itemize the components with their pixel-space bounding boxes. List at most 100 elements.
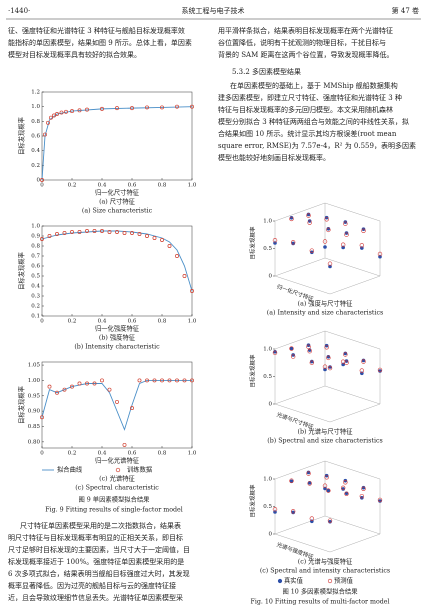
data-point [55, 390, 59, 395]
data-point [115, 230, 119, 234]
text-line: 模型对目标发现概率具有较好的拟合效果。 [8, 50, 141, 59]
data-point [40, 415, 44, 420]
data-point [309, 516, 315, 521]
text-line: square error, RMSE)为 7.57e-4，R² 为 0.559，… [218, 141, 416, 150]
data-point [152, 236, 157, 240]
text-line: 在单因素模型的基础上，基于 MMShip 舰船数据集构 [230, 81, 398, 90]
plot-frame [41, 225, 193, 317]
fit-curve [41, 230, 193, 292]
volume: 第 47 卷 [392, 6, 419, 15]
y-tick-label: 0.95 [28, 393, 41, 399]
data-point [343, 221, 348, 226]
data-point [70, 109, 74, 114]
x-tick-label: 0.8 [158, 319, 167, 325]
plot-frame [41, 91, 193, 181]
text-line: 背景的 SAM 距离在这两个谷位置，导致发现概率降低。 [218, 50, 393, 59]
z-tick-label: 0.5 [263, 374, 272, 380]
y-axis-label: 目标发现概率 [17, 252, 26, 290]
subfigure-caption-en: (b) Spectral and size characteristics [267, 438, 382, 445]
data-point [322, 239, 328, 244]
data-point [377, 367, 383, 373]
y-tick-label: 0.90 [28, 409, 41, 415]
z-tick-label: 1.0 [263, 477, 272, 483]
data-point [175, 104, 179, 109]
x-tick-label: 0 [40, 183, 44, 189]
x-tick-label: 0.6 [128, 183, 137, 189]
data-point [307, 349, 312, 354]
journal-name: 系统工程与电子技术 [182, 6, 245, 15]
z-tick-label: 0.5 [263, 246, 272, 252]
data-point [361, 486, 366, 491]
data-point [344, 360, 349, 365]
data-point [289, 346, 294, 351]
figure-caption-en: Fig. 9 Fitting results of single-factor … [45, 507, 183, 514]
data-point [107, 387, 112, 392]
subfigure-caption: (c) 光谱与强度特征 [298, 557, 353, 566]
z-tick-label: 1.0 [263, 347, 272, 353]
axis-box [274, 257, 326, 277]
subfigure-caption: (b) 强度特征 [99, 333, 136, 342]
data-point [47, 384, 52, 389]
figure-caption-en: Fig. 10 Fitting results of multi-factor … [250, 599, 389, 606]
axis-box [324, 460, 381, 480]
x-tick-label: 0 [40, 319, 44, 325]
x-tick-label: 0 [40, 451, 44, 457]
data-point [145, 105, 149, 110]
x-tick-label: 0.6 [128, 451, 137, 457]
x-tick-label: 0.8 [158, 183, 167, 189]
data-point [77, 108, 82, 113]
data-point [85, 107, 89, 112]
figure-caption: 图 10 多因素模型拟合结果 [283, 587, 359, 596]
axis-box [329, 403, 381, 423]
figure-caption: 图 9 单因素模型拟合结果 [79, 495, 151, 504]
x-tick-label: 0.8 [158, 451, 167, 457]
y-tick-label: 0.2 [31, 163, 40, 169]
data-point [167, 244, 172, 248]
data-point [344, 491, 349, 497]
x-tick-label: 0.2 [68, 183, 77, 189]
page-number: ·1440· [8, 7, 30, 15]
subfigure-caption-en: (b) Intensity characteristic [74, 344, 160, 351]
data-point [340, 242, 346, 247]
data-point [100, 106, 104, 111]
axis-box [324, 515, 381, 535]
y-tick-label: 0.6 [31, 134, 40, 140]
subfigure-caption: (a) 强度与尺寸特征 [298, 299, 353, 308]
y-tick-label: 0.8 [31, 119, 40, 125]
x-tick-label: 1.0 [188, 451, 197, 457]
data-point [145, 234, 149, 238]
data-point [289, 346, 294, 351]
data-point [62, 387, 67, 392]
data-point [167, 378, 172, 383]
x-tick-label: 0.4 [98, 183, 107, 189]
data-point [323, 245, 327, 249]
x-tick-label: 1.0 [188, 319, 197, 325]
data-point [130, 231, 134, 235]
y-tick-label: 1.2 [31, 90, 40, 96]
data-point [361, 228, 366, 233]
data-point [55, 112, 59, 116]
axis-box [274, 403, 331, 423]
text-line: 用平滑样条拟合，结果表明目标发现概率在两个光谱特征 [218, 26, 393, 35]
data-point [344, 232, 349, 237]
data-point [343, 480, 348, 485]
data-point [100, 378, 104, 383]
y-tick-label: 0.2 [31, 304, 40, 310]
y-tick-label: 0.9 [31, 234, 40, 240]
data-point [122, 442, 127, 447]
data-point [326, 488, 331, 493]
y-tick-label: 0.8 [31, 244, 40, 250]
data-point [107, 230, 112, 234]
data-point [47, 234, 52, 238]
x-tick-label: 0.6 [128, 319, 137, 325]
axis-box [324, 385, 381, 405]
text-line: 特征与目标发现概率的多元回归模型。本文采用随机森林 [218, 105, 393, 114]
text-line: 合结果如图 10 所示。统计显示其均方根误差(root mean [218, 129, 397, 138]
data-point [272, 507, 278, 512]
data-point [43, 132, 47, 137]
data-point [137, 232, 142, 236]
subfigure-caption: (a) 尺寸特征 [99, 197, 136, 206]
data-point [324, 475, 329, 480]
text-line: 尺寸特征单因素模型采用的是二次指数拟合，结果表 [20, 521, 181, 530]
z-tick-label: 1.0 [263, 219, 272, 225]
